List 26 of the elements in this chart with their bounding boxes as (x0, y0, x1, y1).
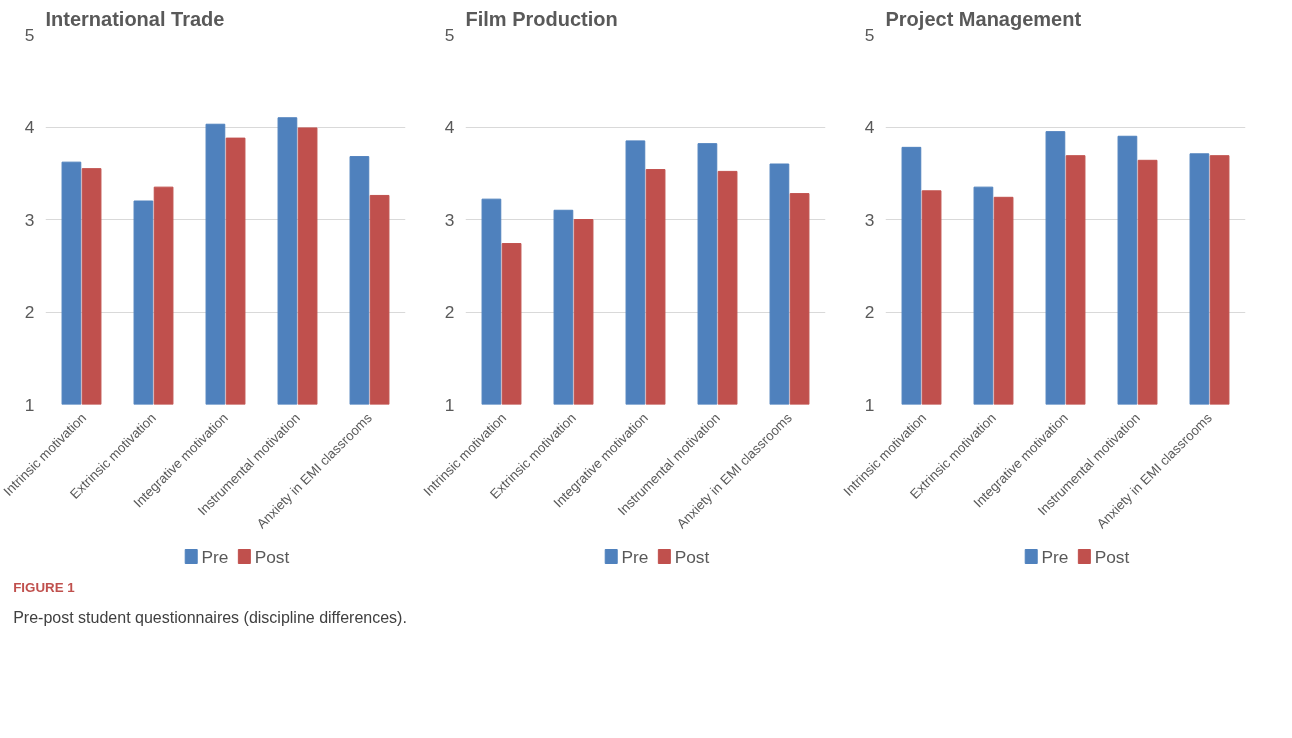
y-tick-label: 3 (444, 209, 455, 230)
text: Pre-post student questionnaires (discipline differences). (13, 609, 407, 626)
legend-label: Post (254, 546, 290, 567)
y-tick-label: 2 (444, 302, 455, 322)
legend-label: Pre (201, 546, 229, 567)
y-tick-label: 5 (444, 24, 455, 45)
y-tick-label: 4 (444, 117, 455, 137)
y-tick-label: 4 (24, 117, 35, 137)
chart-title: Film Production (465, 7, 618, 30)
y-tick-label: 1 (444, 394, 455, 415)
legend-label: Pre (1041, 546, 1069, 567)
y-tick-label: 2 (864, 302, 875, 322)
legend-label: Post (1094, 546, 1130, 567)
y-tick-label: 5 (24, 24, 35, 45)
y-tick-label: 1 (864, 394, 875, 415)
y-tick-label: 2 (24, 302, 35, 322)
y-tick-label: 3 (864, 209, 875, 230)
chart-title: International Trade (45, 7, 225, 30)
legend-label: Pre (621, 546, 649, 567)
chart-title: Project Management (885, 7, 1082, 30)
y-tick-label: 1 (24, 394, 35, 415)
y-tick-label: 3 (24, 209, 35, 230)
legend-label: Post (674, 546, 710, 567)
caption: FIGURE 1 (13, 579, 76, 595)
y-tick-label: 4 (864, 117, 875, 137)
y-tick-label: 5 (864, 24, 875, 45)
